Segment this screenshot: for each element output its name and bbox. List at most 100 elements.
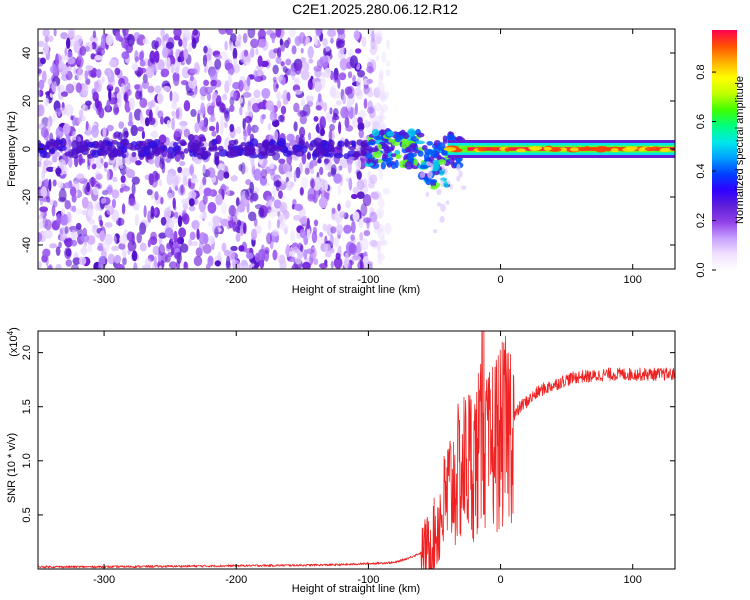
spectrogram-cell (87, 103, 91, 110)
spectrogram-cell (158, 179, 163, 187)
spectrogram-cell (305, 36, 310, 45)
spectrogram-cell (153, 255, 158, 268)
spectrogram-cell (139, 222, 147, 235)
spectrogram-cell (327, 171, 332, 178)
colorbar-tick-label: 0.6 (695, 114, 707, 129)
spectrogram-cell (243, 222, 247, 235)
spectrogram-cell (324, 243, 331, 253)
spectrogram-cell (39, 143, 44, 148)
spectrogram-cell (352, 76, 356, 83)
spectrogram-cell (174, 66, 180, 74)
spectrogram-cell (60, 91, 68, 97)
spectrogram-cell (208, 140, 215, 149)
spectrogram-cell (262, 139, 270, 148)
spectrogram-cell (136, 232, 142, 244)
spectrogram-cell (85, 78, 91, 86)
spectrogram-cell (107, 184, 113, 196)
spectrogram-cell (331, 89, 341, 100)
spectrogram-cell (112, 176, 118, 183)
spectrogram-cell (528, 146, 543, 151)
spectrogram-cell (149, 50, 156, 64)
spectrogram-cell (84, 70, 89, 80)
spectrogram-cell (151, 64, 157, 73)
spectrogram-cell (295, 166, 301, 179)
spectrogram-cell (324, 140, 330, 150)
spectrogram-cell (151, 144, 156, 149)
spectrogram-cell (329, 107, 333, 115)
spectrogram-cell (306, 152, 312, 160)
spectrogram-cell (359, 232, 364, 241)
spectrogram-cell (217, 145, 224, 152)
spectrogram-cell (622, 147, 636, 152)
spectrogram-cell (75, 141, 84, 147)
spectrogram-cell (209, 116, 216, 123)
spectrogram-cell (242, 32, 248, 44)
spectrogram-cell (255, 64, 264, 71)
spectrogram-cell (114, 107, 120, 114)
spectrogram-cell (388, 138, 393, 143)
spectrogram-cell (253, 168, 262, 181)
spectrogram-cell (100, 157, 104, 164)
spectrogram-cell (516, 148, 526, 153)
spectrogram-cell (366, 158, 371, 164)
spectrogram-cell (250, 257, 257, 264)
spectrogram-cell (94, 98, 100, 109)
spectrogram-cell (92, 224, 97, 231)
spectrogram-y-tick-label: -40 (21, 237, 33, 253)
spectrogram-cell (226, 189, 230, 197)
spectrogram-cell (248, 145, 255, 153)
spectrogram-cell (333, 152, 344, 159)
spectrogram-cell (229, 96, 235, 106)
spectrogram-cell (66, 211, 72, 223)
spectrogram-cell (364, 162, 374, 167)
spectrogram-cell (278, 158, 286, 164)
spectrogram-cell (157, 110, 164, 119)
spectrogram-cell (139, 51, 144, 62)
spectrogram-cell (326, 223, 333, 237)
spectrogram-cell (126, 82, 131, 93)
spectrogram-cell (285, 58, 292, 66)
spectrogram-cell (300, 69, 310, 81)
spectrogram-cell (238, 80, 244, 92)
spectrogram-cell (71, 147, 77, 154)
spectrogram-cell (203, 233, 209, 245)
spectrogram-cell (276, 251, 280, 262)
spectrogram-cell (404, 161, 414, 170)
spectrogram-cell (293, 170, 297, 183)
spectrogram-cell (147, 210, 152, 223)
spectrogram-cell (198, 185, 203, 196)
spectrogram-heatmap (38, 29, 675, 269)
spectrogram-cell (278, 190, 283, 199)
spectrogram-cell (55, 246, 61, 257)
spectrogram-cell (426, 141, 434, 146)
spectrogram-cell (67, 29, 76, 38)
spectrogram-cell (342, 94, 347, 105)
spectrogram-cell (66, 56, 76, 65)
snr-frame (37, 330, 676, 570)
spectrogram-cell (218, 29, 227, 35)
spectrogram-cell (379, 168, 383, 181)
spectrogram-cell (249, 181, 255, 194)
spectrogram-cell (41, 70, 47, 83)
spectrogram-cell (116, 91, 123, 101)
spectrogram-cell (122, 127, 129, 140)
spectrogram-cell (236, 219, 242, 227)
spectrogram-cell (329, 234, 334, 247)
spectrogram-cell (214, 151, 220, 161)
spectrogram-cell (353, 255, 362, 261)
spectrogram-cell (307, 132, 312, 141)
spectrogram-cell (87, 244, 93, 253)
spectrogram-cell (245, 247, 254, 255)
spectrogram-cell (114, 86, 120, 94)
spectrogram-cell (386, 39, 390, 50)
spectrogram-cell (183, 100, 191, 112)
spectrogram-cell (106, 169, 110, 181)
spectrogram-cell (322, 223, 328, 232)
spectrogram-cell (203, 187, 212, 197)
spectrogram-cell (313, 258, 319, 265)
spectrogram-cell (129, 97, 135, 111)
spectrogram-cell (55, 167, 62, 175)
spectrogram-cell (323, 67, 332, 79)
spectrogram-cell (197, 113, 201, 124)
spectrogram-cell (443, 147, 457, 152)
